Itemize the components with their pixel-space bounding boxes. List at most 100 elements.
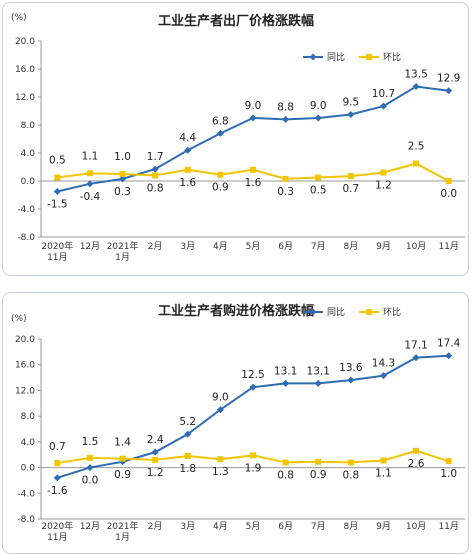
yoy-point — [445, 352, 453, 360]
yoy-point — [314, 114, 322, 122]
legend-label: 环比 — [383, 51, 401, 63]
mom-point — [347, 173, 354, 180]
mom-data-label: 0.9 — [310, 469, 327, 481]
mom-data-label: 0.8 — [147, 182, 164, 194]
mom-data-label: 1.5 — [82, 436, 99, 448]
yoy-data-label: 13.1 — [307, 365, 330, 377]
mom-data-label: 1.3 — [212, 466, 229, 478]
y-axis-unit: (%) — [11, 13, 27, 23]
mom-data-label: 1.2 — [375, 180, 392, 192]
yoy-point — [184, 430, 192, 438]
y-tick-label: 4.0 — [21, 438, 36, 448]
x-tick-label: 4月 — [213, 241, 228, 252]
mom-point — [282, 459, 289, 466]
y-tick-label: -4.0 — [17, 205, 35, 215]
mom-data-label: 0.5 — [49, 155, 66, 167]
yoy-point — [119, 175, 127, 183]
yoy-data-label: 12.9 — [437, 73, 460, 85]
yoy-data-label: 13.1 — [274, 365, 297, 377]
mom-point — [315, 174, 322, 181]
mom-data-label: 1.6 — [245, 177, 262, 189]
mom-point — [152, 172, 159, 179]
mom-data-label: 1.9 — [245, 462, 262, 474]
mom-data-label: 1.1 — [375, 468, 392, 480]
mom-data-label: 2.5 — [408, 141, 425, 153]
ppi-input-chart-panel: 工业生产者购进价格涨跌幅 (%) 20.0 16.0 12.0 8.0 4.0 0.0 -4.0… — [2, 292, 469, 554]
mom-point — [152, 456, 159, 463]
x-tick-label: 8月 — [343, 241, 358, 252]
mom-data-label: 0.9 — [212, 182, 229, 194]
yoy-point — [151, 165, 159, 173]
yoy-point — [216, 406, 224, 414]
y-tick-label: 4.0 — [21, 149, 36, 159]
mom-data-label: 0.7 — [342, 183, 359, 195]
mom-data-label: 0.3 — [277, 186, 294, 198]
yoy-point — [53, 188, 61, 195]
yoy-data-label: 13.5 — [404, 69, 427, 81]
yoy-data-label: 5.2 — [179, 416, 196, 428]
yoy-data-label: -1.6 — [47, 485, 68, 497]
yoy-data-label: 0.9 — [114, 469, 131, 481]
ppi-input-chart: 工业生产者购进价格涨跌幅 (%) 20.0 16.0 12.0 8.0 4.0 0.0 -4.0… — [11, 303, 465, 543]
x-tick-label: 7月 — [311, 521, 326, 532]
mom-point — [413, 160, 420, 167]
yoy-data-label: -1.5 — [47, 199, 68, 211]
mom-data-label: 2.6 — [408, 458, 425, 470]
yoy-point — [347, 111, 355, 118]
chart-title: 工业生产者出厂价格涨跌幅 — [158, 13, 314, 29]
yoy-point — [86, 464, 94, 472]
y-tick-label: 8.0 — [21, 412, 36, 422]
yoy-data-label: 0.0 — [82, 475, 99, 487]
mom-data-label: 0.8 — [277, 469, 294, 481]
x-tick-label: 5月 — [246, 521, 261, 532]
x-tick-label: 8月 — [343, 521, 358, 532]
chart-title: 工业生产者购进价格涨跌幅 — [158, 303, 314, 319]
yoy-point — [53, 474, 61, 482]
yoy-data-label: 13.6 — [339, 362, 363, 374]
x-tick-label: 4月 — [213, 521, 228, 532]
y-tick-label: 20.0 — [15, 37, 35, 47]
yoy-point — [412, 83, 420, 90]
mom-point — [315, 458, 322, 465]
legend-label: 同比 — [327, 51, 345, 63]
mom-point — [54, 460, 61, 467]
x-tick-label: 6月 — [278, 241, 293, 252]
y-tick-label: 20.0 — [15, 335, 35, 345]
mom-point — [184, 453, 191, 459]
mom-point — [119, 171, 126, 177]
mom-data-label: 1.0 — [114, 151, 131, 163]
y-tick-label: 8.0 — [21, 121, 36, 131]
mom-point — [445, 178, 452, 184]
x-tick-label: 2020年 11月 — [41, 240, 73, 263]
x-tick-label: 7月 — [311, 241, 326, 252]
yoy-point — [412, 354, 420, 362]
yoy-point — [184, 146, 192, 154]
mom-point — [217, 171, 224, 178]
y-tick-label: -4.0 — [17, 489, 35, 499]
mom-data-label: 1.8 — [179, 463, 196, 475]
x-tick-label: 3月 — [180, 521, 195, 532]
y-tick-label: 16.0 — [15, 65, 35, 75]
yoy-data-label: 9.5 — [342, 97, 359, 109]
yoy-point — [347, 376, 355, 384]
mom-point — [380, 457, 387, 464]
legend-marker — [309, 53, 317, 61]
y-tick-label: -8.0 — [17, 233, 35, 243]
legend-marker — [366, 309, 372, 315]
y-tick-label: 16.0 — [15, 361, 35, 371]
x-tick-label: 2021年 1月 — [107, 520, 139, 543]
mom-point — [445, 458, 452, 465]
yoy-data-label: 8.8 — [277, 101, 294, 113]
mom-data-label: 0.0 — [440, 188, 457, 200]
mom-point — [119, 455, 126, 462]
x-tick-label: 10月 — [406, 241, 426, 252]
yoy-point — [249, 114, 257, 122]
x-tick-label: 2月 — [148, 521, 163, 532]
x-tick-label: 5月 — [246, 241, 261, 252]
mom-point — [86, 170, 93, 177]
mom-point — [184, 166, 191, 173]
mom-point — [54, 174, 61, 181]
y-tick-label: 12.0 — [15, 93, 35, 103]
yoy-point — [216, 129, 224, 137]
mom-data-label: 0.5 — [310, 185, 327, 197]
